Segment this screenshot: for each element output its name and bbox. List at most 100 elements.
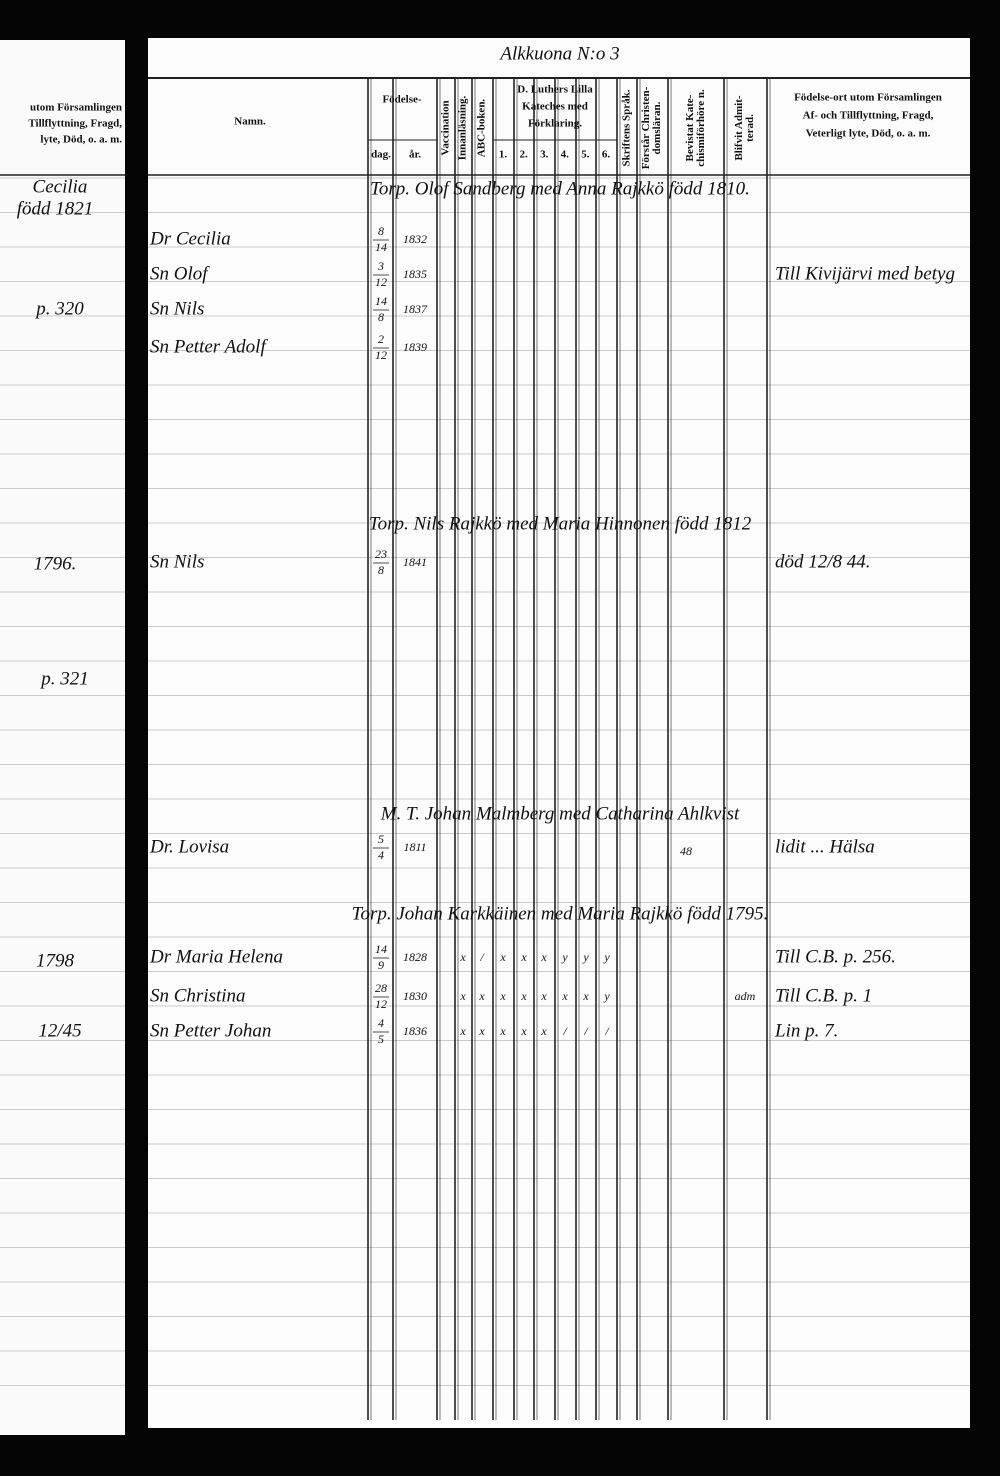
col-admitted: terad.: [744, 114, 756, 142]
left-note: Cecilia: [33, 176, 88, 197]
col-catechism-part: 5.: [581, 149, 590, 161]
birth-day: 14: [375, 942, 387, 956]
birth-day: 28: [375, 981, 387, 995]
birth-day: 4: [378, 1016, 384, 1030]
page-title: Alkkuona N:o 3: [498, 43, 619, 64]
col-attended: Bevistat Kate-: [684, 94, 696, 161]
member-name: Sn Olof: [150, 263, 210, 284]
col-abc: ABC-boken.: [476, 99, 488, 158]
col-name: Namn.: [234, 116, 266, 128]
birth-year: 1841: [403, 555, 427, 569]
remark: död 12/8 44.: [775, 551, 871, 572]
catechism-mark: x: [520, 989, 527, 1003]
member-name: Sn Nils: [150, 298, 204, 319]
catechism-mark: /: [479, 950, 485, 964]
birth-day: 14: [375, 294, 387, 308]
col-catechism-part: 1.: [499, 149, 508, 161]
catechism-mark: x: [478, 1024, 485, 1038]
birth-month: 12: [375, 275, 387, 289]
col-remarks: Veterligt lyte, Död, o. a. m.: [806, 128, 931, 140]
catechism-mark: x: [582, 989, 589, 1003]
col-catechism-part: 6.: [602, 149, 611, 161]
col-catechism-part: 3.: [540, 149, 549, 161]
col-scripture: Skriftens Språk.: [621, 89, 633, 166]
catechism-mark: /: [562, 1024, 568, 1038]
left-page: [0, 40, 125, 1435]
remark: lidit ... Hälsa: [775, 836, 875, 857]
left-note: p. 320: [34, 298, 84, 319]
col-reading: Innanläsning.: [457, 95, 469, 160]
birth-year: 1837: [403, 302, 428, 316]
birth-month: 8: [378, 310, 384, 324]
col-remarks: Födelse-ort utom Församlingen: [794, 92, 942, 104]
birth-month: 12: [375, 348, 387, 362]
col-catechism: D. Luthers Lilla: [517, 84, 593, 96]
catechism-mark: y: [561, 950, 568, 964]
household-heading: M. T. Johan Malmberg med Catharina Ahlkv…: [380, 803, 740, 824]
catechism-mark: x: [520, 1024, 527, 1038]
birth-day: 8: [378, 224, 384, 238]
birth-day: 23: [375, 547, 387, 561]
catechism-mark: y: [582, 950, 589, 964]
catechism-mark: x: [540, 950, 547, 964]
birth-year: 1828: [403, 950, 427, 964]
member-name: Dr Maria Helena: [149, 946, 283, 967]
catechism-mark: x: [499, 989, 506, 1003]
catechism-mark: x: [499, 1024, 506, 1038]
col-catechism: Förklaring.: [528, 118, 582, 130]
col-year: år.: [409, 149, 421, 161]
household-heading: Torp. Nils Rajkkö med Maria Hinnonen föd…: [369, 513, 752, 534]
left-note: född 1821: [17, 198, 94, 219]
col-attended: chismiförhöre n.: [695, 89, 707, 167]
catechism-mark: x: [478, 989, 485, 1003]
member-name: Sn Petter Adolf: [150, 336, 268, 357]
birth-year: 1839: [403, 340, 427, 354]
catechism-mark: x: [459, 1024, 466, 1038]
catechism-mark: /: [583, 1024, 589, 1038]
left-note: 12/45: [38, 1020, 81, 1041]
col-understands: Förstår Christen-: [640, 86, 652, 169]
remark: Till C.B. p. 1: [775, 985, 872, 1006]
birth-month: 4: [378, 848, 384, 862]
birth-month: 8: [378, 563, 384, 577]
catechism-mark: x: [459, 989, 466, 1003]
birth-month: 5: [378, 1032, 384, 1046]
member-name: Dr. Lovisa: [149, 836, 229, 857]
left-note: 1798: [36, 950, 75, 971]
left-note: 1796.: [34, 553, 77, 574]
col-catechism: Kateches med: [522, 101, 588, 113]
catechism-mark: y: [603, 989, 610, 1003]
catechism-mark: x: [459, 950, 466, 964]
household-heading: Torp. Olof Sandberg med Anna Rajkkö född…: [370, 178, 750, 199]
member-name: Dr Cecilia: [149, 228, 231, 249]
remark: Till Kivijärvi med betyg: [775, 263, 955, 284]
col-catechism-part: 2.: [519, 149, 528, 161]
admitted: adm: [735, 989, 756, 1003]
catechism-mark: x: [561, 989, 568, 1003]
col-remarks: Af- och Tillflyttning, Fragd,: [803, 110, 934, 122]
remark: Till C.B. p. 256.: [775, 946, 896, 967]
col-birth: Födelse-: [382, 94, 421, 106]
birth-year: 1836: [403, 1024, 427, 1038]
attended: 48: [680, 844, 692, 858]
left-note: p. 321: [39, 668, 89, 689]
member-name: Sn Christina: [150, 985, 246, 1006]
col-vaccination: Vaccination: [440, 100, 452, 155]
col-admitted: Blifvit Admit-: [733, 95, 745, 160]
birth-month: 14: [375, 240, 387, 254]
catechism-mark: x: [520, 950, 527, 964]
col-understands: domsläran.: [651, 101, 663, 154]
remark: Lin p. 7.: [774, 1020, 838, 1041]
birth-day: 5: [378, 832, 384, 846]
catechism-mark: /: [604, 1024, 610, 1038]
left-header: Tillflyttning, Fragd,: [28, 118, 122, 130]
left-header: lyte, Död, o. a. m.: [40, 134, 122, 146]
birth-year: 1830: [403, 989, 427, 1003]
birth-month: 12: [375, 997, 387, 1011]
col-catechism-part: 4.: [561, 149, 570, 161]
member-name: Sn Petter Johan: [150, 1020, 271, 1041]
birth-day: 3: [377, 259, 384, 273]
left-header: utom Församlingen: [30, 102, 122, 114]
birth-year: 1832: [403, 232, 427, 246]
